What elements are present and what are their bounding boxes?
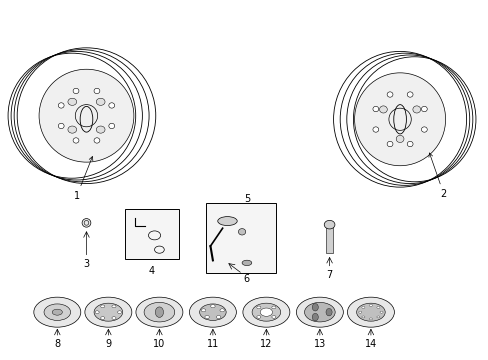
Ellipse shape — [217, 217, 237, 226]
Text: 9: 9 — [105, 339, 111, 349]
Ellipse shape — [112, 317, 116, 319]
Ellipse shape — [201, 309, 205, 312]
Ellipse shape — [376, 316, 379, 318]
Ellipse shape — [372, 106, 378, 112]
Text: 7: 7 — [326, 270, 332, 280]
Ellipse shape — [238, 229, 245, 235]
Ellipse shape — [39, 69, 134, 162]
Text: 2: 2 — [428, 153, 446, 199]
Ellipse shape — [112, 305, 116, 308]
Ellipse shape — [96, 98, 105, 105]
Ellipse shape — [386, 141, 392, 147]
Ellipse shape — [324, 220, 334, 229]
Ellipse shape — [199, 304, 226, 320]
Ellipse shape — [210, 305, 215, 308]
Ellipse shape — [325, 309, 331, 316]
Ellipse shape — [368, 318, 372, 320]
Ellipse shape — [361, 306, 364, 309]
Ellipse shape — [94, 138, 100, 143]
Ellipse shape — [101, 305, 104, 308]
Ellipse shape — [256, 316, 261, 318]
Ellipse shape — [44, 304, 70, 320]
Ellipse shape — [73, 138, 79, 143]
Ellipse shape — [95, 311, 99, 314]
Ellipse shape — [58, 123, 64, 129]
Ellipse shape — [356, 303, 385, 321]
Ellipse shape — [117, 311, 122, 314]
Ellipse shape — [68, 126, 77, 133]
Ellipse shape — [252, 303, 280, 321]
Text: 14: 14 — [364, 339, 376, 349]
Ellipse shape — [155, 307, 163, 318]
Ellipse shape — [412, 106, 420, 113]
Ellipse shape — [136, 297, 183, 327]
Ellipse shape — [346, 297, 394, 327]
Ellipse shape — [68, 98, 77, 105]
Ellipse shape — [304, 302, 334, 322]
Ellipse shape — [395, 135, 403, 143]
Ellipse shape — [101, 317, 104, 319]
Ellipse shape — [379, 106, 386, 113]
Ellipse shape — [144, 302, 174, 322]
Ellipse shape — [109, 103, 114, 108]
Ellipse shape — [372, 127, 378, 132]
Ellipse shape — [311, 313, 318, 321]
Text: 5: 5 — [244, 194, 249, 203]
Text: 6: 6 — [244, 274, 249, 284]
Ellipse shape — [407, 92, 412, 97]
Text: 11: 11 — [206, 339, 219, 349]
Ellipse shape — [220, 309, 224, 312]
Ellipse shape — [296, 297, 343, 327]
Ellipse shape — [73, 88, 79, 94]
Ellipse shape — [421, 106, 427, 112]
Ellipse shape — [421, 127, 427, 132]
Ellipse shape — [216, 315, 221, 319]
Text: 12: 12 — [260, 339, 272, 349]
Ellipse shape — [94, 88, 100, 94]
Bar — [325, 226, 332, 253]
Text: 8: 8 — [54, 339, 60, 349]
Ellipse shape — [386, 92, 392, 97]
Ellipse shape — [58, 103, 64, 108]
Ellipse shape — [407, 141, 412, 147]
Ellipse shape — [354, 73, 445, 166]
Bar — [125, 208, 179, 258]
Text: 3: 3 — [83, 259, 89, 269]
Ellipse shape — [109, 123, 114, 129]
Text: 13: 13 — [313, 339, 325, 349]
Ellipse shape — [358, 311, 361, 313]
Text: 1: 1 — [74, 157, 93, 201]
Ellipse shape — [189, 297, 236, 327]
Ellipse shape — [82, 219, 91, 227]
Ellipse shape — [379, 311, 382, 313]
Ellipse shape — [260, 308, 272, 316]
Ellipse shape — [368, 305, 372, 306]
Ellipse shape — [96, 126, 105, 133]
Ellipse shape — [361, 316, 364, 318]
Ellipse shape — [311, 303, 318, 311]
Ellipse shape — [34, 297, 81, 327]
Text: 10: 10 — [153, 339, 165, 349]
Ellipse shape — [271, 316, 275, 318]
Ellipse shape — [376, 306, 379, 309]
Ellipse shape — [85, 297, 132, 327]
Ellipse shape — [52, 309, 62, 315]
Ellipse shape — [204, 315, 209, 319]
Bar — [205, 203, 276, 273]
Ellipse shape — [242, 260, 251, 266]
Ellipse shape — [271, 306, 275, 309]
Ellipse shape — [256, 306, 261, 309]
Ellipse shape — [243, 297, 289, 327]
Ellipse shape — [94, 303, 122, 321]
Text: 4: 4 — [149, 266, 155, 276]
